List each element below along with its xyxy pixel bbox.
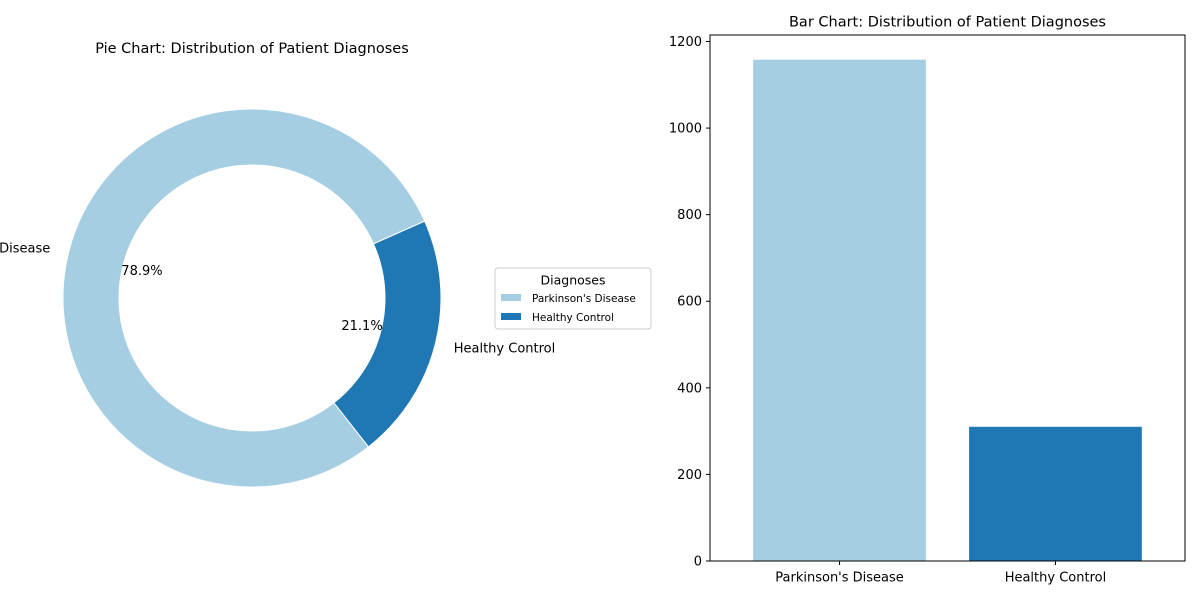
pie-percent-label: 21.1%	[341, 319, 382, 334]
legend-entry-label: Parkinson's Disease	[532, 293, 636, 305]
legend-items: Parkinson's Disease Healthy Control	[501, 293, 636, 324]
bar-chart: Bar Chart: Distribution of Patient Diagn…	[669, 15, 1186, 586]
x-tick-label: Parkinson's Disease	[775, 571, 904, 586]
pie-chart: Pie Chart: Distribution of Patient Diagn…	[0, 41, 555, 488]
y-tick-label: 200	[677, 468, 702, 483]
legend-swatch	[501, 313, 521, 320]
pie-slices	[62, 108, 442, 488]
y-tick-label: 800	[677, 208, 702, 223]
legend-frame	[494, 267, 652, 330]
pie-legend: Diagnoses Parkinson's Disease Healthy Con…	[494, 267, 652, 330]
pie-category-label: Healthy Control	[454, 342, 556, 357]
bar-bars	[753, 59, 1142, 561]
legend-entry-label: Healthy Control	[532, 312, 614, 324]
y-tick-label: 600	[677, 295, 702, 310]
bar-parkinson-s-disease	[753, 59, 926, 561]
pie-labels: Parkinson's Disease 78.9% Healthy Control 2…	[0, 241, 555, 356]
legend-title: Diagnoses	[541, 273, 606, 288]
pie-category-label: Parkinson's Disease	[0, 241, 50, 256]
legend-swatch	[501, 294, 521, 301]
bar-y-ticks: 0 200 400 600 800 1000 1200	[669, 35, 710, 570]
bar-axes-frame	[709, 34, 1186, 562]
pie-title: Pie Chart: Distribution of Patient Diagn…	[95, 41, 409, 57]
bar-title: Bar Chart: Distribution of Patient Diagn…	[789, 15, 1106, 31]
bar-healthy-control	[969, 426, 1142, 561]
pie-percent-label: 78.9%	[121, 264, 162, 279]
y-tick-label: 0	[694, 555, 702, 570]
pie-slice-parkinson-s-disease	[62, 108, 426, 488]
y-tick-label: 1200	[669, 35, 702, 50]
pie-slice-healthy-control	[333, 220, 442, 448]
bar-x-tick-labels: Parkinson's Disease Healthy Control	[775, 561, 1106, 586]
y-tick-label: 1000	[669, 122, 702, 137]
y-tick-label: 400	[677, 381, 702, 396]
x-tick-label: Healthy Control	[1005, 571, 1107, 586]
